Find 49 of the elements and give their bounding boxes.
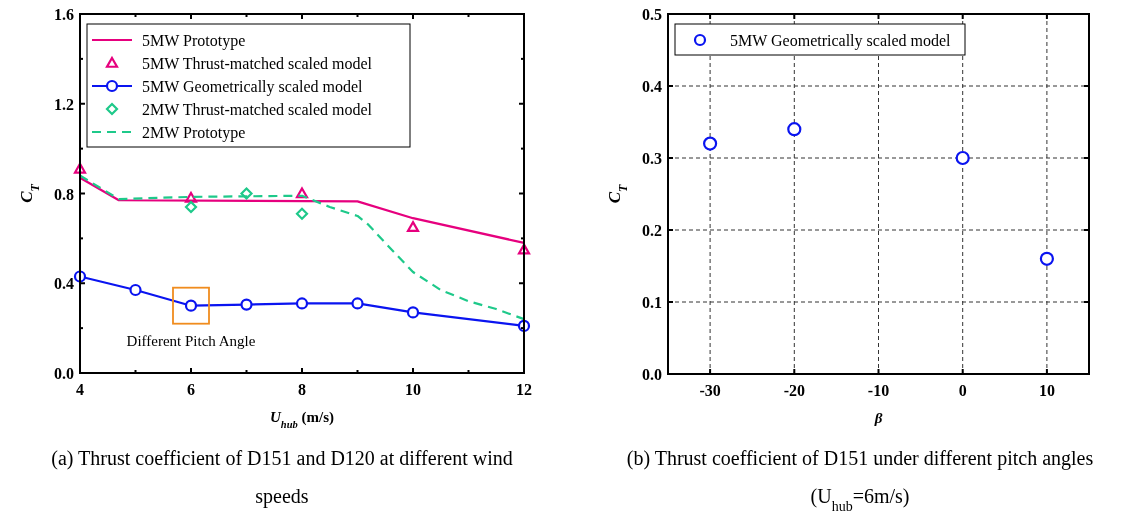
y-tick-label: 0.2 (642, 222, 662, 239)
y-tick-label: 0.4 (54, 275, 74, 293)
x-tick-label: 4 (76, 381, 84, 398)
legend-label: 5MW Geometrically scaled model (730, 32, 952, 50)
legend-label: 5MW Prototype (142, 32, 246, 50)
x-axis-title: β (873, 410, 883, 426)
text: (a) Thrust coefficient of D151 and D120 at different wind speeds (51, 447, 513, 508)
point (787, 122, 802, 137)
y-tick-label: 0.3 (642, 150, 662, 167)
x-tick-label: 12 (516, 381, 532, 398)
point (240, 187, 253, 200)
y-tick-label: 0.5 (642, 6, 662, 23)
y-tick-label: 0.8 (54, 185, 74, 203)
point (406, 306, 420, 319)
legend-label: 5MW Geometrically scaled model (142, 78, 364, 96)
point (703, 136, 718, 151)
x-tick-label: 0 (958, 382, 967, 399)
point (73, 162, 87, 174)
x-tick-label: 10 (405, 381, 421, 398)
y-tick-label: 0.1 (642, 294, 662, 311)
x-tick-label: -30 (699, 382, 721, 399)
y-tick-label: 0.0 (642, 366, 662, 383)
point (129, 283, 142, 297)
point (240, 298, 253, 311)
x-tick-label: 6 (187, 381, 195, 398)
y-tick-label: 1.6 (54, 6, 74, 23)
point (955, 150, 970, 166)
legend-label: 2MW Thrust-matched scaled model (142, 101, 373, 118)
point (184, 200, 198, 214)
point (295, 207, 309, 220)
y-tick-label: 0.0 (54, 365, 74, 382)
point (184, 191, 198, 203)
point (295, 187, 309, 199)
x-tick-label: -10 (867, 382, 890, 399)
legend-label: 2MW Prototype (142, 124, 246, 142)
x-tick-label: 8 (298, 381, 306, 398)
text: (b) Thrust coefficient of D151 under different pitch angles (U$_{hub}$=6m/s) (626, 447, 1094, 514)
x-tick-label: -20 (783, 382, 805, 399)
legend-label: 5MW Thrust-matched scaled model (142, 55, 373, 72)
y-tick-label: 0.4 (642, 78, 662, 95)
point (295, 297, 309, 310)
point (1039, 251, 1054, 266)
y-tick-label: 1.2 (54, 95, 74, 113)
annotation: Different Pitch Angle (126, 332, 256, 349)
point (517, 243, 531, 255)
x-tick-label: 10 (1038, 382, 1055, 399)
point (406, 221, 420, 233)
point (351, 297, 364, 310)
x-axis-title: U$_{hub}$ (m/s) (269, 409, 335, 430)
